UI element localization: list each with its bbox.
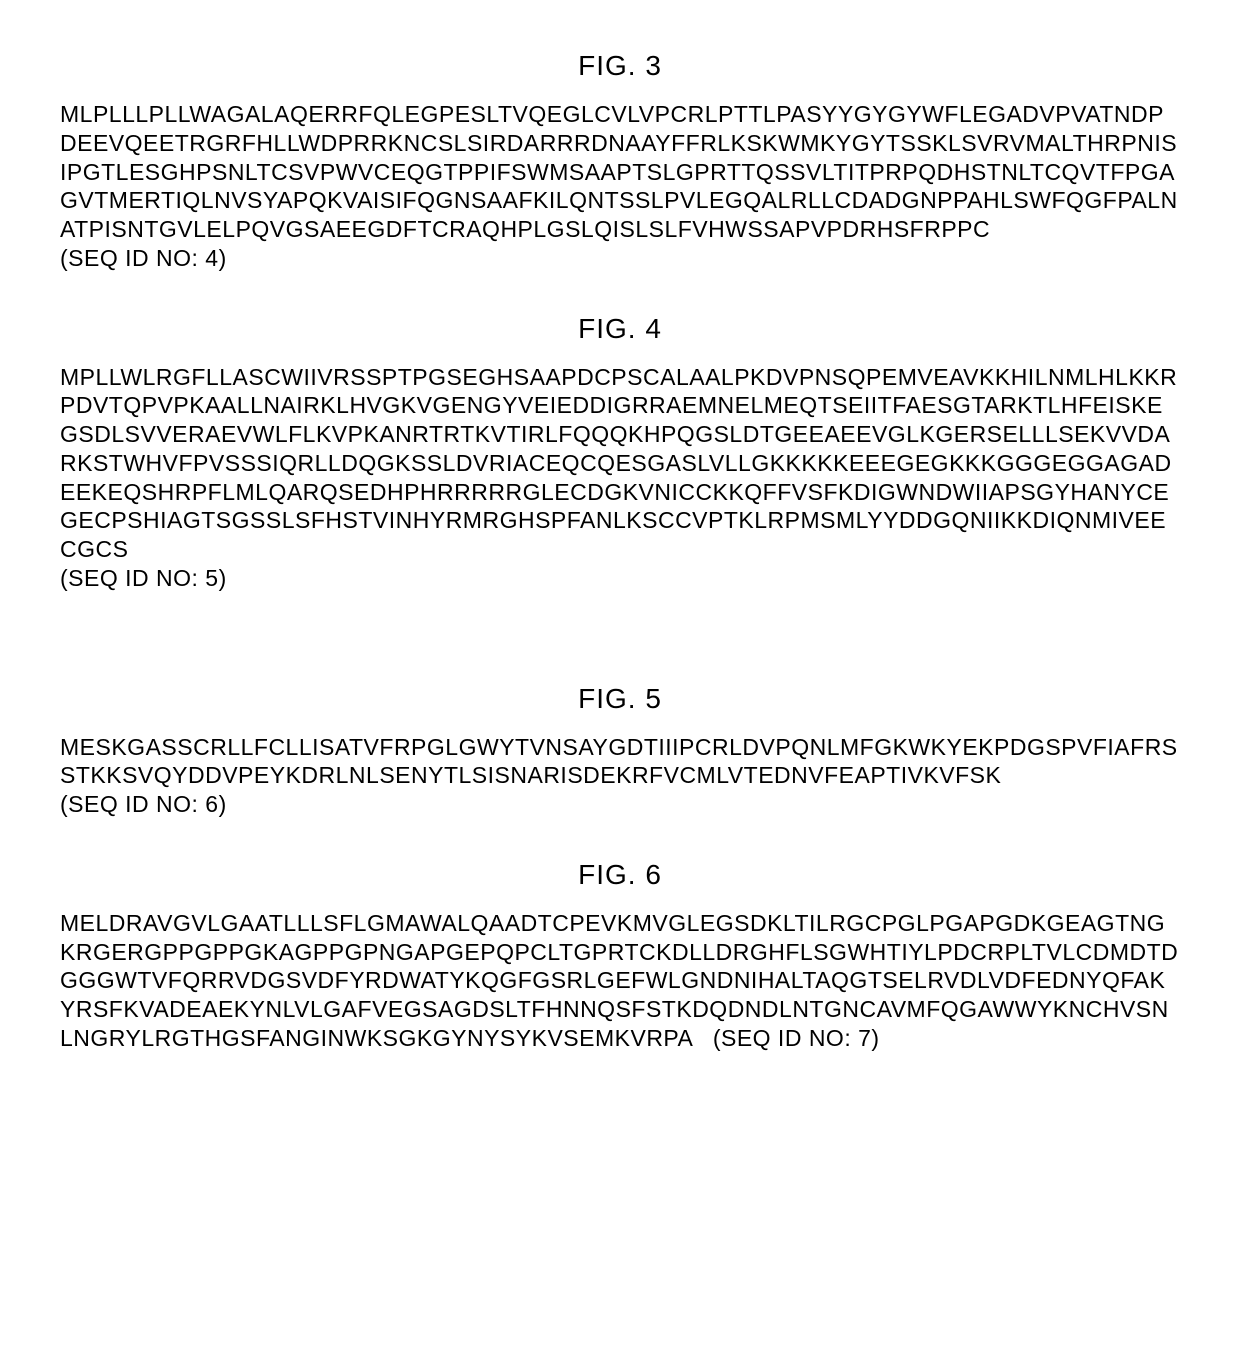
figure-4-sequence: MPLLWLRGFLLASCWIIVRSSPTPGSEGHSAAPDCPSCAL… <box>60 364 1177 563</box>
figure-5-sequence: MESKGASSCRLLFCLLISATVFRPGLGWYTVNSAYGDTII… <box>60 734 1178 789</box>
figure-4-seqid: (SEQ ID NO: 5) <box>60 565 227 591</box>
page: FIG. 3 MLPLLLPLLWAGALAQERRFQLEGPESLTVQEG… <box>0 0 1240 1153</box>
figure-5-sequence-block: MESKGASSCRLLFCLLISATVFRPGLGWYTVNSAYGDTII… <box>60 733 1180 819</box>
figure-3-title: FIG. 3 <box>60 50 1180 82</box>
figure-3-sequence-block: MLPLLLPLLWAGALAQERRFQLEGPESLTVQEGLCVLVPC… <box>60 100 1180 273</box>
figure-6-sequence-block: MELDRAVGVLGAATLLLSFLGMAWALQAADTCPEVKMVGL… <box>60 909 1180 1053</box>
figure-6-seqid: (SEQ ID NO: 7) <box>713 1025 880 1051</box>
figure-6-title: FIG. 6 <box>60 859 1180 891</box>
figure-4-title: FIG. 4 <box>60 313 1180 345</box>
figure-6-sequence: MELDRAVGVLGAATLLLSFLGMAWALQAADTCPEVKMVGL… <box>60 910 1178 1051</box>
figure-5-title: FIG. 5 <box>60 683 1180 715</box>
figure-3-sequence: MLPLLLPLLWAGALAQERRFQLEGPESLTVQEGLCVLVPC… <box>60 101 1178 242</box>
figure-4-sequence-block: MPLLWLRGFLLASCWIIVRSSPTPGSEGHSAAPDCPSCAL… <box>60 363 1180 593</box>
figure-5-seqid: (SEQ ID NO: 6) <box>60 791 227 817</box>
figure-3-seqid: (SEQ ID NO: 4) <box>60 245 227 271</box>
spacer <box>60 633 1180 663</box>
